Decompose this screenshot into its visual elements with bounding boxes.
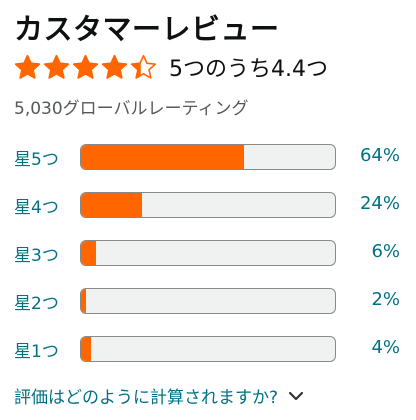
- histogram-label: 星3つ: [14, 246, 59, 266]
- rating-summary[interactable]: 5つのうち4.4つ: [14, 52, 328, 82]
- rating-explanation-label: 評価はどのように計算されますか?: [14, 388, 279, 408]
- histogram-percent: 6%: [371, 241, 400, 262]
- histogram-percent: 4%: [371, 337, 400, 358]
- rating-text: 5つのうち4.4つ: [169, 57, 328, 82]
- star-full-icon: [72, 54, 99, 79]
- histogram-row-4-star[interactable]: 星4つ 24%: [0, 190, 416, 220]
- page-title: カスタマーレビュー: [14, 12, 280, 46]
- star-full-icon: [43, 54, 70, 79]
- histogram-label: 星2つ: [14, 294, 59, 314]
- histogram-bar-fill: [81, 145, 244, 169]
- star-full-icon: [101, 54, 128, 79]
- histogram-bar-fill: [81, 337, 92, 361]
- histogram-bar: [80, 240, 336, 266]
- histogram-percent: 64%: [359, 145, 400, 166]
- global-ratings-count: 5,030グローバルレーティング: [14, 99, 249, 119]
- histogram-bar: [80, 288, 336, 314]
- histogram-bar: [80, 192, 336, 218]
- histogram-row-3-star[interactable]: 星3つ 6%: [0, 238, 416, 268]
- histogram-row-5-star[interactable]: 星5つ 64%: [0, 142, 416, 172]
- histogram-label: 星5つ: [14, 150, 59, 170]
- histogram-bar-fill: [81, 289, 87, 313]
- chevron-down-icon: [288, 391, 304, 400]
- histogram-bar: [80, 144, 336, 170]
- star-rating: [14, 54, 159, 81]
- histogram-bar-fill: [81, 241, 97, 265]
- rating-explanation-link[interactable]: 評価はどのように計算されますか?: [14, 383, 304, 408]
- histogram-bar-fill: [81, 193, 142, 217]
- histogram-percent: 24%: [359, 193, 400, 214]
- histogram-row-1-star[interactable]: 星1つ 4%: [0, 334, 416, 364]
- histogram-label: 星4つ: [14, 198, 59, 218]
- histogram-row-2-star[interactable]: 星2つ 2%: [0, 286, 416, 316]
- star-full-icon: [14, 54, 41, 79]
- histogram-percent: 2%: [371, 289, 400, 310]
- histogram-label: 星1つ: [14, 342, 59, 362]
- star-half-icon: [130, 54, 157, 79]
- histogram-bar: [80, 336, 336, 362]
